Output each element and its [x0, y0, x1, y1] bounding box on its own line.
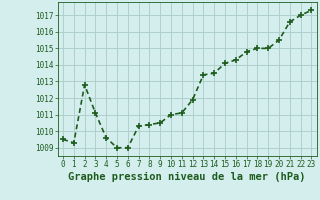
X-axis label: Graphe pression niveau de la mer (hPa): Graphe pression niveau de la mer (hPa)	[68, 172, 306, 182]
